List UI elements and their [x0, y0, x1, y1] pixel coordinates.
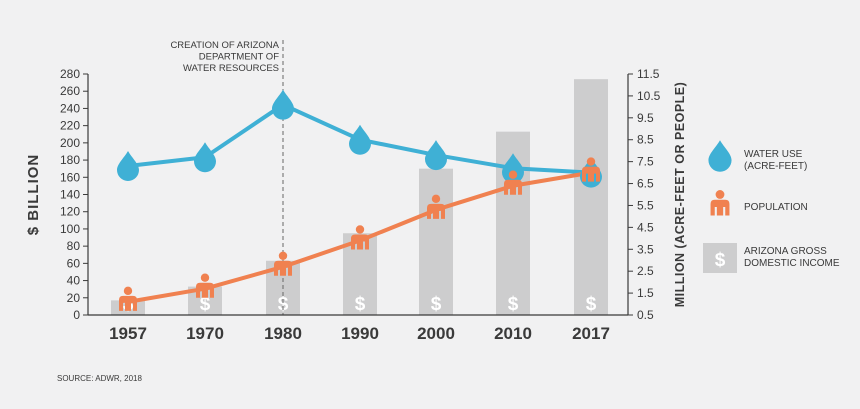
person-icon: [427, 194, 445, 219]
right-tick-label: 8.5: [637, 133, 654, 147]
x-tick-label: 2000: [417, 324, 455, 343]
water-drop-icon: [117, 151, 139, 182]
person-head: [715, 190, 725, 199]
water-drop-icon: [194, 142, 216, 173]
annotation-layer: CREATION OF ARIZONA DEPARTMENT OF WATER RE…: [170, 40, 284, 315]
annotation-line-text: CREATION OF ARIZONA: [170, 40, 279, 51]
left-axis-title: $ BILLION: [25, 154, 42, 236]
person-body: [196, 282, 214, 298]
legend-label: WATER USE (ACRE-FEET): [744, 149, 807, 172]
gdi-bar: [419, 168, 453, 315]
right-axis-title: MILLION (ACRE-FEET OR PEOPLE): [673, 82, 687, 308]
right-tick-label: 5.5: [637, 198, 654, 212]
bars-layer: $$$$$$$: [111, 79, 608, 316]
water-drop-icon: [425, 140, 447, 171]
source-note: SOURCE: ADWR, 2018: [57, 374, 142, 383]
right-tick-label: 0.5: [637, 308, 654, 322]
dollar-icon: $: [508, 294, 519, 315]
water-drop-icon: [708, 140, 732, 172]
annotation-line-text: WATER RESOURCES: [183, 63, 279, 74]
legend-label-line: WATER USE: [744, 149, 803, 160]
left-tick-label: 60: [67, 256, 81, 270]
dollar-icon: $: [586, 294, 597, 315]
person-icon: [710, 190, 730, 216]
left-tick-label: 40: [67, 274, 81, 288]
person-head: [508, 170, 518, 179]
right-tick-label: 2.5: [637, 264, 654, 278]
legend-label-line: ARIZONA GROSS: [744, 246, 827, 257]
left-tick-label: 140: [60, 188, 80, 202]
x-tick-label: 1990: [341, 324, 379, 343]
right-tick-label: 3.5: [637, 242, 654, 256]
left-tick-label: 220: [60, 119, 80, 133]
x-tick-label: 2017: [572, 324, 610, 343]
person-icon: [504, 170, 522, 195]
legend-label: POPULATION: [744, 202, 808, 213]
right-tick-label: 10.5: [637, 89, 661, 103]
right-tick-label: 7.5: [637, 155, 654, 169]
person-head: [278, 251, 288, 260]
left-tick-label: 200: [60, 136, 80, 150]
gdi-bar: [574, 79, 608, 316]
person-icon: [196, 273, 214, 298]
axes-layer: 0 20 40 60 80 100 120 140 160 180 200 220 240 260 280 0…: [25, 67, 687, 343]
water-drop-icon: [349, 124, 371, 155]
person-head: [586, 157, 596, 166]
x-tick-label: 1980: [264, 324, 302, 343]
person-body: [274, 260, 292, 276]
person-head: [355, 225, 365, 234]
left-tick-label: 80: [67, 239, 81, 253]
person-body: [119, 295, 137, 311]
person-body: [504, 179, 522, 195]
legend-layer: $ WATER USE (ACRE-FEET) POPULATION ARIZONA G…: [703, 140, 840, 273]
x-tick-label: 1957: [109, 324, 147, 343]
water-drop-icon: [272, 89, 294, 120]
person-head: [123, 286, 133, 296]
dollar-icon: $: [355, 294, 366, 315]
left-tick-label: 240: [60, 101, 80, 115]
annotation-text: CREATION OF ARIZONA DEPARTMENT OF WATER RE…: [170, 40, 279, 74]
dollar-icon: $: [431, 294, 442, 315]
person-body: [427, 203, 445, 219]
person-icon: [582, 157, 600, 182]
water-drop-icon: [502, 153, 524, 184]
person-head: [200, 273, 210, 282]
left-tick-label: 260: [60, 84, 80, 98]
left-tick-label: 120: [60, 205, 80, 219]
dollar-icon: $: [715, 250, 726, 271]
person-body: [351, 234, 369, 250]
annotation-line-text: DEPARTMENT OF: [199, 52, 279, 63]
right-tick-label: 9.5: [637, 111, 654, 125]
person-icon: [119, 286, 137, 311]
left-tick-label: 100: [60, 222, 80, 236]
person-body: [582, 166, 600, 182]
person-body: [710, 199, 730, 216]
x-tick-label: 2010: [494, 324, 532, 343]
right-tick-label: 1.5: [637, 286, 654, 300]
left-tick-label: 160: [60, 170, 80, 184]
right-tick-label: 6.5: [637, 177, 654, 191]
left-tick-label: 180: [60, 153, 80, 167]
legend-label-line: (ACRE-FEET): [744, 161, 807, 172]
legend-label: ARIZONA GROSS DOMESTIC INCOME: [744, 246, 840, 269]
right-tick-label: 11.5: [637, 67, 660, 81]
left-tick-label: 0: [73, 308, 80, 322]
person-icon: [351, 225, 369, 250]
right-tick-label: 4.5: [637, 220, 654, 234]
legend-bar-swatch: [703, 243, 737, 273]
lines-layer: [117, 89, 602, 311]
legend-label-line: DOMESTIC INCOME: [744, 258, 840, 269]
left-tick-label: 20: [67, 291, 81, 305]
legend-label-line: POPULATION: [744, 202, 808, 213]
person-head: [431, 194, 441, 204]
x-tick-label: 1970: [186, 324, 224, 343]
person-icon: [274, 251, 292, 276]
left-tick-label: 280: [60, 67, 80, 81]
dollar-icon: $: [200, 294, 211, 315]
dollar-icon: $: [278, 294, 289, 315]
